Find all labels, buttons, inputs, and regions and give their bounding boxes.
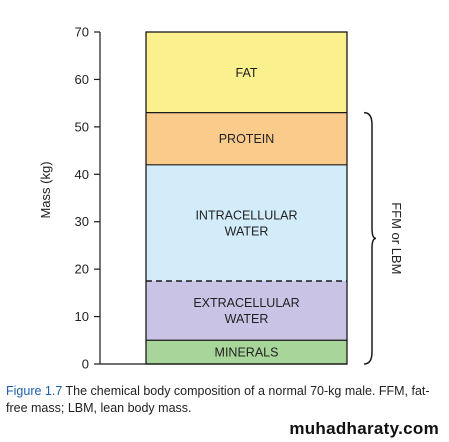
body-composition-chart: MINERALS EXTRACELLULAR WATER INTRACELLULAR W… <box>38 25 404 372</box>
bracket-brace <box>363 111 377 365</box>
bracket-label: FFM or LBM <box>389 202 404 274</box>
watermark: muhadharaty.com <box>289 419 439 438</box>
bar-segments <box>145 31 348 365</box>
segment-label: PROTEIN <box>219 132 275 146</box>
figure-caption: Figure 1.7 The chemical body composition… <box>6 383 446 417</box>
segment-label: FAT <box>236 66 258 80</box>
segment-label: WATER <box>225 224 269 238</box>
y-tick-label: 60 <box>75 72 89 87</box>
ffm-bracket: FFM or LBM <box>363 111 404 365</box>
bar-segment-fat <box>146 32 347 113</box>
bar-segment-intracellular-water <box>146 164 347 281</box>
segment-label: MINERALS <box>215 346 279 360</box>
y-axis: 0 10 20 30 40 50 60 70 <box>75 25 347 372</box>
y-tick-label: 30 <box>75 214 89 229</box>
y-tick-label: 70 <box>75 25 89 40</box>
segment-label: EXTRACELLULAR <box>193 296 299 310</box>
y-tick-label: 50 <box>75 119 89 134</box>
segment-labels: MINERALS EXTRACELLULAR WATER INTRACELLULAR W… <box>193 66 299 360</box>
y-tick-label: 40 <box>75 167 89 182</box>
y-tick-label: 0 <box>82 357 89 372</box>
bar-segment-protein <box>146 112 347 165</box>
y-tick-label: 10 <box>75 309 89 324</box>
segment-label: WATER <box>225 312 269 326</box>
y-axis-title: Mass (kg) <box>38 161 53 218</box>
figure-number: Figure 1.7 <box>6 384 63 398</box>
bar-segment-minerals <box>146 340 347 364</box>
caption-text: The chemical body composition of a norma… <box>6 384 430 415</box>
bar-segment-extracellular-water <box>146 281 347 341</box>
segment-label: INTRACELLULAR <box>195 208 297 222</box>
y-tick-label: 20 <box>75 262 89 277</box>
